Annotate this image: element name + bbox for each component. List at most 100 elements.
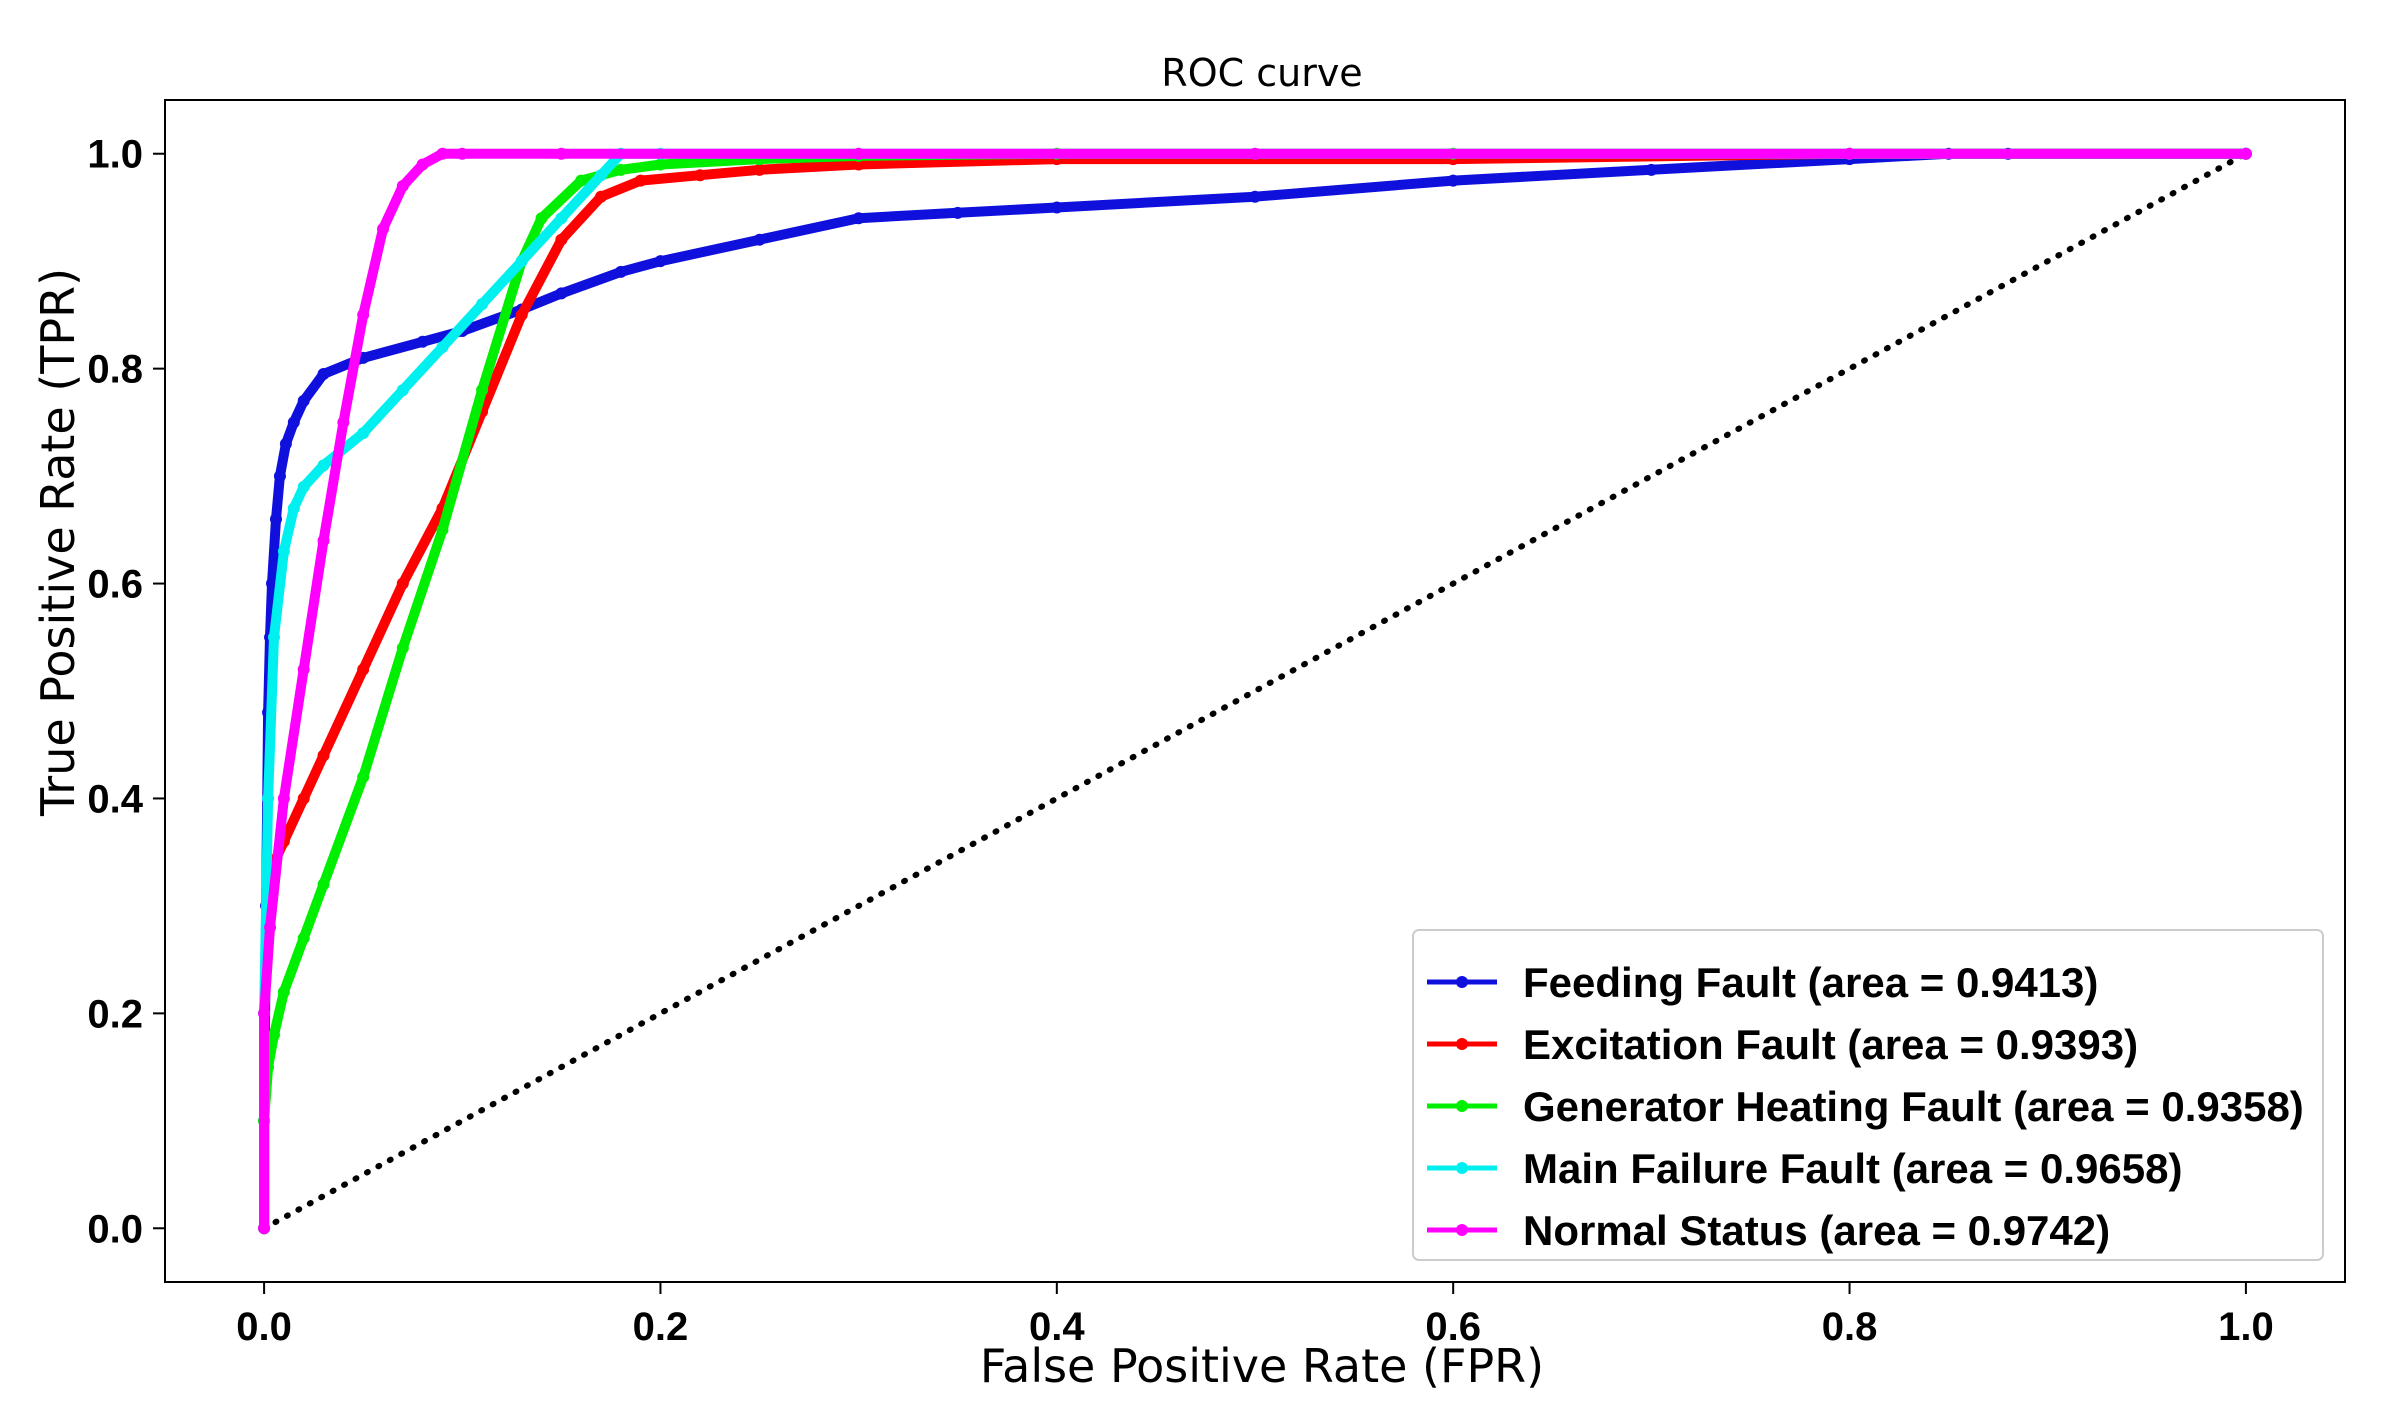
series-0-point-23 xyxy=(1249,190,1261,203)
series-2-point-14 xyxy=(614,163,627,176)
series-2-point-3 xyxy=(268,1028,280,1041)
series-1-point-13 xyxy=(595,190,607,203)
x-tick-label-4: 0.8 xyxy=(1822,1305,1878,1349)
series-2-point-13 xyxy=(575,174,588,187)
series-3-point-12 xyxy=(515,255,528,268)
y-tick-label-4: 0.8 xyxy=(87,348,143,392)
series-0-point-10 xyxy=(297,394,310,407)
series-4-point-7 xyxy=(357,308,370,321)
series-1-point-16 xyxy=(753,163,766,176)
x-tick-label-5: 1.0 xyxy=(2218,1305,2274,1349)
series-1-point-14 xyxy=(634,174,647,187)
series-0-point-19 xyxy=(753,233,766,246)
series-0-point-7 xyxy=(273,470,286,483)
series-4-point-2 xyxy=(264,921,277,934)
series-0-point-24 xyxy=(1447,174,1460,187)
series-4-point-6 xyxy=(337,416,350,429)
series-3-point-6 xyxy=(297,480,310,493)
legend: Feeding Fault (area = 0.9413) Excitation … xyxy=(1412,929,2324,1261)
x-tick-label-2: 0.4 xyxy=(1029,1305,1085,1349)
series-0-point-25 xyxy=(1645,163,1658,176)
legend-label-0: Feeding Fault (area = 0.9413) xyxy=(1523,959,2098,1006)
series-3-point-5 xyxy=(287,502,300,515)
series-2-point-10 xyxy=(476,384,489,397)
series-3-point-2 xyxy=(262,792,275,805)
series-4-point-9 xyxy=(396,179,409,192)
series-line-4 xyxy=(259,148,2251,1234)
series-4 xyxy=(258,147,2252,1235)
series-0-point-16 xyxy=(555,287,568,300)
diagonal-reference-line xyxy=(261,150,2249,1232)
series-3-point-7 xyxy=(317,459,330,472)
series-4-point-11 xyxy=(436,147,449,160)
x-axis-label: False Positive Rate (FPR) xyxy=(980,1339,1544,1393)
series-4-point-14 xyxy=(852,147,865,160)
y-tick-label-3: 0.6 xyxy=(87,563,143,607)
series-4-point-1 xyxy=(258,1007,271,1020)
chart-title: ROC curve xyxy=(1161,51,1362,95)
series-2-point-7 xyxy=(357,770,370,783)
series-1-point-7 xyxy=(357,663,370,676)
series-2-point-9 xyxy=(436,523,449,536)
series-4-point-13 xyxy=(555,147,568,160)
legend-swatch-marker-3 xyxy=(1456,1162,1468,1174)
legend-swatch-marker-2 xyxy=(1456,1100,1468,1112)
legend-label-2: Generator Heating Fault (area = 0.9358) xyxy=(1523,1083,2304,1130)
series-1-point-15 xyxy=(694,169,707,182)
y-axis-label: True Positive Rate (TPR) xyxy=(31,268,85,817)
series-4-point-16 xyxy=(1843,147,1856,160)
series-1-point-6 xyxy=(317,749,330,762)
series-3-point-4 xyxy=(277,545,290,558)
series-line-0 xyxy=(259,148,2251,1234)
x-tick-label-0: 0.0 xyxy=(236,1305,292,1349)
series-3-point-9 xyxy=(396,384,409,397)
series-0-point-11 xyxy=(317,368,330,381)
series-4-point-3 xyxy=(277,792,290,805)
series-0-point-18 xyxy=(654,255,667,268)
series-0-point-9 xyxy=(287,416,300,429)
series-3-point-14 xyxy=(595,169,607,182)
axes: 0.0 0.2 0.4 0.6 0.8 1.0 0.0 0.2 0.4 0.6 0.8 1.0 xyxy=(87,99,2346,1349)
series-4-point-15 xyxy=(1249,147,1261,160)
x-tick-label-3: 0.6 xyxy=(1425,1305,1481,1349)
plot-area xyxy=(258,147,2252,1235)
series-3-point-13 xyxy=(555,212,568,225)
series-2-point-4 xyxy=(277,985,290,998)
series-0-point-22 xyxy=(1050,201,1063,214)
series-0-point-13 xyxy=(416,335,429,348)
series-2-point-6 xyxy=(317,878,330,891)
legend-swatch-marker-4 xyxy=(1456,1224,1468,1236)
series-0-point-17 xyxy=(614,265,627,278)
legend-label-1: Excitation Fault (area = 0.9393) xyxy=(1523,1021,2138,1068)
series-4-point-17 xyxy=(2239,147,2252,160)
series-4-point-10 xyxy=(416,158,429,171)
series-4-point-8 xyxy=(377,222,389,235)
series-3-point-11 xyxy=(476,298,489,311)
series-2-point-15 xyxy=(654,158,667,171)
series-4-point-12 xyxy=(456,147,469,160)
x-tick-label-1: 0.2 xyxy=(633,1305,689,1349)
series-1-point-11 xyxy=(515,308,528,321)
series-0-point-8 xyxy=(279,437,292,450)
series-0-point-20 xyxy=(852,212,865,225)
series-1-point-12 xyxy=(555,233,568,246)
legend-label-3: Main Failure Fault (area = 0.9658) xyxy=(1523,1145,2182,1192)
series-3-point-8 xyxy=(357,427,370,440)
series-2-point-12 xyxy=(535,212,548,225)
series-1-point-5 xyxy=(297,792,310,805)
y-tick-label-5: 1.0 xyxy=(87,133,143,177)
series-1-point-8 xyxy=(396,577,409,590)
series-2-point-8 xyxy=(396,642,409,655)
series-4-point-4 xyxy=(297,663,310,676)
series-3-point-3 xyxy=(268,631,280,644)
series-2-point-5 xyxy=(297,932,310,945)
series-3-point-10 xyxy=(436,341,449,354)
series-0-point-6 xyxy=(269,513,282,526)
legend-swatch-marker-1 xyxy=(1456,1038,1468,1050)
legend-box xyxy=(1412,929,2324,1261)
series-4-point-5 xyxy=(317,534,330,547)
plot-frame xyxy=(164,99,2346,1283)
series-0-point-21 xyxy=(951,206,964,219)
